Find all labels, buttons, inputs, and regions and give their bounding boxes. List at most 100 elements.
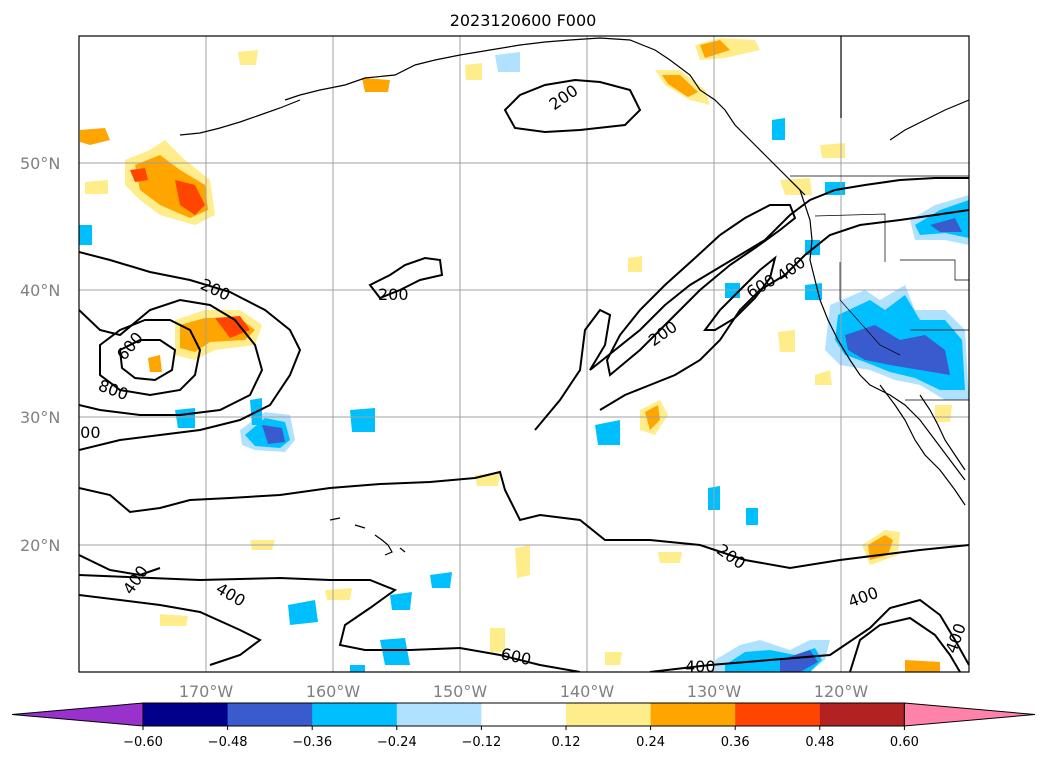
colorbar-segment <box>650 703 736 726</box>
anomaly-blob <box>362 78 390 92</box>
colorbar-extend-low <box>11 702 144 727</box>
anomaly-blob <box>380 638 410 665</box>
height-contours <box>79 78 969 672</box>
anomaly-blob <box>490 628 505 652</box>
colorbar-segment <box>735 703 821 726</box>
map-frame <box>78 35 970 673</box>
positive-anomalies <box>80 38 952 672</box>
coastline-mexico <box>919 394 966 471</box>
land-vertical <box>840 36 969 141</box>
contour-label: 200 <box>70 423 101 442</box>
contour-label: 400 <box>846 583 881 611</box>
anomaly-blob <box>350 665 365 672</box>
contour-label: 200 <box>645 317 681 350</box>
anomaly-blob <box>175 408 195 428</box>
anomaly-blob <box>175 180 205 215</box>
anomaly-blob <box>815 370 832 385</box>
anomaly-blob <box>148 355 162 372</box>
colorbar-segment <box>481 703 567 726</box>
anomaly-blob <box>130 168 148 182</box>
colorbar-segment <box>566 703 652 726</box>
colorbar-tick-label: 0.24 <box>636 735 665 750</box>
contour-label: 400 <box>213 579 249 611</box>
contour-line <box>368 256 444 300</box>
contour-line <box>534 177 969 431</box>
anomaly-blob <box>430 572 452 588</box>
contour-labels: 200 200 200 200 600 800 200 600 400 200 … <box>70 81 969 676</box>
map-area: 200 200 200 200 600 800 200 600 400 200 … <box>70 36 969 676</box>
anomaly-blob <box>595 420 620 445</box>
lat-label: 30°N <box>20 408 60 427</box>
anomaly-blob <box>350 408 375 432</box>
lon-label: 160°W <box>306 682 361 701</box>
anomaly-blob <box>746 508 758 525</box>
anomaly-blob <box>160 614 188 626</box>
contour-line <box>79 574 581 672</box>
lon-label: 120°W <box>814 682 869 701</box>
colorbar-tick-label: −0.60 <box>123 735 163 750</box>
anomaly-blob <box>238 50 258 65</box>
colorbar-tick-label: −0.24 <box>377 735 417 750</box>
lon-label: 150°W <box>433 682 488 701</box>
colorbar-tick-label: 0.60 <box>890 735 919 750</box>
contour-label: 400 <box>119 562 152 598</box>
state-border <box>814 213 886 262</box>
map-title: 2023120600 F000 <box>450 11 597 30</box>
anomaly-blob <box>80 128 110 145</box>
lon-label: 140°W <box>560 682 615 701</box>
anomaly-blob <box>79 225 92 245</box>
gridlines <box>79 36 969 672</box>
colorbar: −0.60 −0.48 −0.36 −0.24 −0.12 0.12 0.24 0.36 0.4… <box>11 702 1036 750</box>
colorbar-tick-label: 0.36 <box>721 735 750 750</box>
contour-line <box>503 78 642 134</box>
anomaly-blob <box>820 143 845 158</box>
anomaly-blob <box>605 652 622 665</box>
anomaly-blob <box>778 330 795 352</box>
colorbar-segment <box>819 703 905 726</box>
contour-label: 800 <box>96 376 131 404</box>
coastline-alaska <box>284 37 806 196</box>
colorbar-tick-label: 0.48 <box>805 735 834 750</box>
contour-line <box>79 554 161 577</box>
contour-label: 600 <box>499 644 533 669</box>
contour-line <box>79 470 969 570</box>
anomaly-blob <box>700 40 730 58</box>
colorbar-segment <box>312 703 398 726</box>
contour-label: 400 <box>685 657 716 676</box>
anomaly-blob <box>262 425 285 444</box>
anomaly-blob <box>662 75 698 97</box>
anomaly-blob <box>215 316 250 338</box>
coastline-baja <box>879 384 966 506</box>
anomaly-blob <box>780 650 818 672</box>
contour-label: 200 <box>546 81 582 114</box>
hawaii-islands <box>329 517 406 556</box>
anomaly-blob <box>515 545 530 578</box>
contour-line <box>649 598 969 672</box>
contour-label: 200 <box>378 285 409 304</box>
anomaly-blob <box>288 600 318 625</box>
contour-line <box>703 255 777 331</box>
anomaly-blob <box>658 552 682 563</box>
latitude-labels: 50°N 40°N 30°N 20°N <box>20 154 60 555</box>
state-border <box>900 259 969 281</box>
anomaly-blob <box>935 405 952 422</box>
negative-anomalies <box>79 52 969 672</box>
colorbar-tick-label: −0.36 <box>292 735 332 750</box>
anomaly-blob <box>465 63 482 80</box>
colorbar-extend-high <box>903 702 1036 727</box>
lon-label: 170°W <box>179 682 234 701</box>
coastlines <box>179 36 969 556</box>
colorbar-segment <box>396 703 482 726</box>
contour-line <box>99 319 202 397</box>
coastline-aleutians <box>179 99 301 136</box>
anomaly-blob <box>805 283 822 300</box>
colorbar-tick-label: 0.12 <box>552 735 581 750</box>
contour-line <box>849 616 961 672</box>
lat-label: 20°N <box>20 536 60 555</box>
anomaly-blob <box>845 325 950 375</box>
anomaly-blob <box>772 118 785 140</box>
lon-label: 130°W <box>687 682 742 701</box>
coastline-bc <box>789 179 966 481</box>
lat-label: 40°N <box>20 281 60 300</box>
